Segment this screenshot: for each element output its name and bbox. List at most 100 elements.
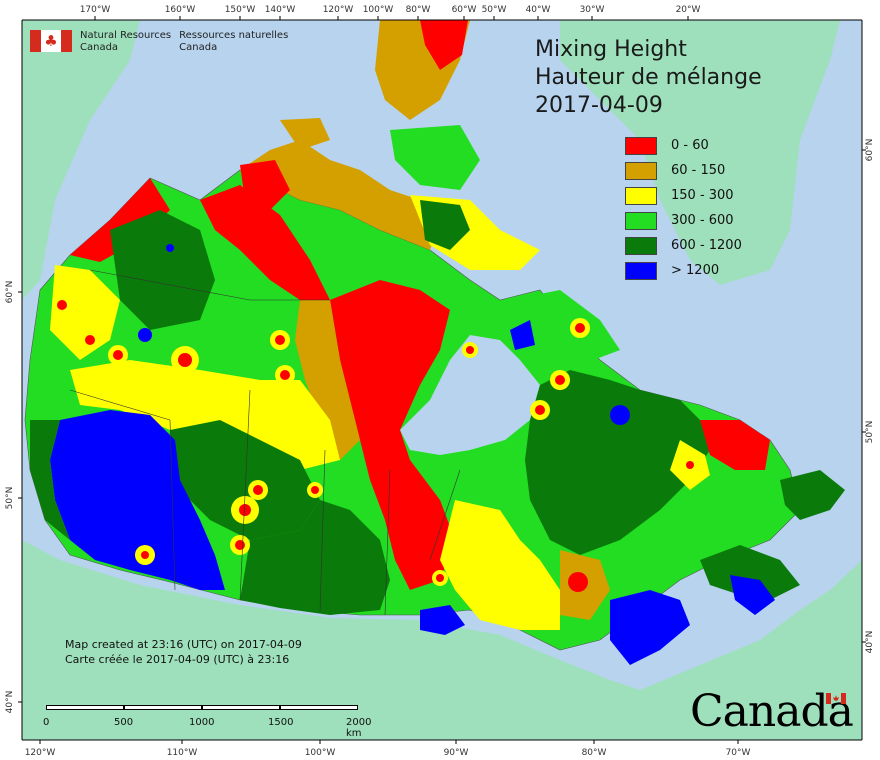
- spot-blue-4: [510, 320, 535, 350]
- right-axis-ticks: 60°N 50°N 40°N: [862, 139, 875, 654]
- axis-tick-label: 20°W: [676, 5, 701, 15]
- legend-swatch: [625, 161, 657, 180]
- axis-tick-label: 30°W: [580, 5, 605, 15]
- region-hudson-red: [330, 280, 455, 590]
- axis-tick-label: 60°W: [452, 5, 477, 15]
- scale-label: 0: [43, 717, 50, 728]
- legend: 0 - 60 60 - 150 150 - 300 300 - 600 600 …: [625, 133, 742, 283]
- region-devon: [390, 125, 480, 190]
- axis-tick-label: 40°N: [5, 691, 15, 714]
- scale-segment: [124, 705, 202, 710]
- axis-tick-label: 60°N: [5, 281, 15, 304]
- region-bc-blue: [50, 410, 225, 590]
- legend-item: 60 - 150: [625, 158, 742, 183]
- region-labrador-red: [700, 420, 770, 470]
- axis-tick-label: 120°W: [25, 748, 56, 758]
- axis-tick-label: 100°W: [305, 748, 336, 758]
- region-sask-green: [240, 500, 390, 615]
- creation-note-en: Map created at 23:16 (UTC) on 2017-04-09: [65, 638, 302, 651]
- axis-tick-label: 50°N: [5, 487, 15, 510]
- land-usa: [22, 540, 862, 740]
- land-alaska: [22, 20, 140, 300]
- legend-item: > 1200: [625, 258, 742, 283]
- legend-item: 600 - 1200: [625, 233, 742, 258]
- province-borders: [69, 269, 461, 616]
- axis-tick-label: 120°W: [323, 5, 354, 15]
- legend-label: 300 - 600: [671, 213, 734, 228]
- hotspot-ontario: [568, 572, 588, 592]
- left-axis-ticks: 60°N 50°N 40°N: [5, 281, 22, 714]
- legend-swatch: [625, 186, 657, 205]
- axis-tick-label: 60°N: [865, 139, 875, 162]
- axis-tick-label: 70°W: [726, 748, 751, 758]
- legend-label: > 1200: [671, 263, 720, 278]
- land-greenland: [560, 20, 840, 285]
- title-en: Mixing Height: [535, 37, 687, 62]
- region-central-yellow: [70, 360, 340, 470]
- legend-label: 600 - 1200: [671, 238, 742, 253]
- legend-item: 150 - 300: [625, 183, 742, 208]
- axis-tick-label: 170°W: [80, 5, 111, 15]
- legend-swatch: [625, 211, 657, 230]
- department-en-line2: Canada: [80, 42, 119, 53]
- region-quebec-green: [525, 370, 710, 555]
- scale-label: 2000 km: [346, 717, 372, 739]
- region-maritimes-green: [700, 545, 800, 600]
- spot-blue-1: [138, 328, 152, 342]
- axis-tick-label: 50°W: [482, 5, 507, 15]
- region-yukon-red: [70, 178, 170, 262]
- region-island-small: [280, 118, 330, 150]
- region-mackenzie-red: [200, 185, 330, 300]
- axis-tick-label: 110°W: [167, 748, 198, 758]
- axis-tick-label: 90°W: [444, 748, 469, 758]
- top-axis-ticks: 170°W 160°W 150°W 140°W 120°W 100°W 80°W 60°W 50…: [80, 5, 701, 20]
- legend-label: 60 - 150: [671, 163, 726, 178]
- scale-segment: [280, 705, 358, 710]
- region-arctic-islands-west: [240, 140, 440, 250]
- axis-tick-label: 80°W: [582, 748, 607, 758]
- spot-blue-3: [610, 405, 630, 425]
- legend-swatch: [625, 261, 657, 280]
- hudson-bay: [400, 335, 540, 455]
- region-yukon-green: [110, 210, 215, 330]
- region-ontario-yellow: [440, 500, 560, 630]
- title-date: 2017-04-09: [535, 93, 663, 118]
- region-lake-blue: [420, 605, 465, 635]
- map-title: Mixing Height Hauteur de mélange 2017-04…: [535, 36, 762, 120]
- axis-tick-label: 50°N: [865, 421, 875, 444]
- legend-label: 150 - 300: [671, 188, 734, 203]
- hotspots: [52, 295, 698, 586]
- department-fr-line2: Canada: [179, 42, 218, 53]
- scale-label: 1500: [268, 717, 294, 728]
- region-baffin-south: [510, 290, 620, 365]
- spot-blue-2: [166, 244, 174, 252]
- axis-tick-label: 140°W: [265, 5, 296, 15]
- legend-swatch: [625, 136, 657, 155]
- scale-segment: [46, 705, 124, 710]
- legend-label: 0 - 60: [671, 138, 709, 153]
- department-name-en: Natural Resources Canada: [80, 30, 171, 54]
- scale-label: 500: [114, 717, 134, 728]
- legend-swatch: [625, 236, 657, 255]
- axis-tick-label: 40°N: [865, 631, 875, 654]
- axis-tick-label: 150°W: [225, 5, 256, 15]
- legend-item: 300 - 600: [625, 208, 742, 233]
- bottom-axis-ticks: 120°W 110°W 100°W 90°W 80°W 70°W: [25, 740, 751, 758]
- department-fr-line1: Ressources naturelles: [179, 30, 289, 41]
- region-maritimes-blue: [730, 575, 775, 615]
- axis-tick-label: 100°W: [363, 5, 394, 15]
- region-southern-quebec-blue: [610, 590, 690, 665]
- axis-tick-label: 80°W: [406, 5, 431, 15]
- region-newfoundland: [780, 470, 845, 520]
- axis-tick-label: 40°W: [526, 5, 551, 15]
- title-fr: Hauteur de mélange: [535, 65, 762, 90]
- wordmark-flag-icon: [826, 693, 846, 704]
- scale-label: 1000: [189, 717, 215, 728]
- nrcan-signature: ♣ Natural Resources Canada Ressources na…: [30, 30, 288, 54]
- region-yukon-yellow: [50, 265, 120, 360]
- region-prairies-green: [170, 420, 320, 540]
- region-baffin-high: [420, 200, 470, 250]
- scale-segment: [202, 705, 280, 710]
